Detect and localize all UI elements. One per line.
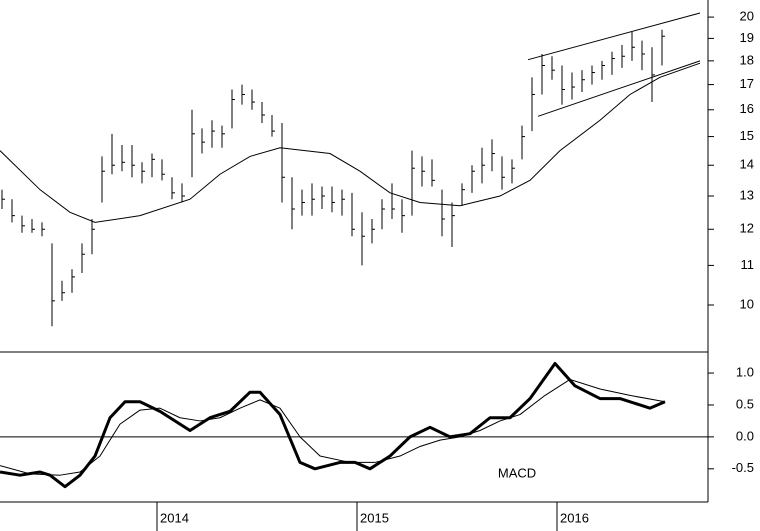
y-tick-label: 14: [740, 157, 754, 172]
signal-line: [0, 378, 666, 476]
y-tick-label: 19: [740, 30, 754, 45]
y-tick-label: 0.0: [736, 428, 754, 443]
macd-label: MACD: [498, 465, 536, 480]
y-tick-label: 0.5: [736, 396, 754, 411]
moving-average: [0, 62, 701, 223]
trendline: [527, 12, 701, 61]
trendline: [537, 60, 701, 117]
x-tick-label: 2015: [360, 510, 389, 525]
y-tick-label: 12: [740, 221, 754, 236]
y-tick-label: 18: [740, 52, 754, 67]
y-tick-label: 15: [740, 128, 754, 143]
y-tick-label: 20: [740, 9, 754, 24]
y-tick-label: 16: [740, 101, 754, 116]
macd-line: [0, 361, 666, 489]
y-tick-label: 11: [741, 257, 755, 272]
y-tick-label: 13: [740, 187, 754, 202]
y-tick-label: -0.5: [732, 460, 754, 475]
y-tick-label: 17: [740, 76, 754, 91]
y-tick-label: 10: [740, 296, 754, 311]
x-tick-label: 2014: [160, 510, 189, 525]
y-tick-label: 1.0: [736, 365, 754, 380]
x-tick-label: 2016: [560, 510, 589, 525]
